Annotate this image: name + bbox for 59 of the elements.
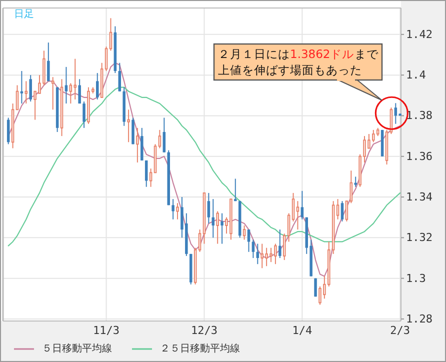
y-tick-label: 1.34 xyxy=(406,190,433,204)
candlestick xyxy=(20,70,24,104)
candlestick xyxy=(282,233,286,261)
y-tick-label: 1.32 xyxy=(406,231,432,244)
legend-label: ５日移動平均線 xyxy=(42,342,112,354)
x-tick-label: 1/4 xyxy=(292,324,312,337)
candlestick xyxy=(162,117,166,153)
candlestick xyxy=(212,198,215,238)
candlestick xyxy=(220,212,224,244)
candlestick xyxy=(16,84,19,110)
candlestick xyxy=(345,200,348,222)
candlestick xyxy=(242,224,246,240)
x-tick-label: 2/3 xyxy=(390,324,410,337)
candlestick xyxy=(24,80,28,104)
candlestick xyxy=(29,74,32,102)
y-tick-label: 1.4 xyxy=(406,68,426,82)
candlestick xyxy=(69,82,72,104)
y-tick-label: 1.36 xyxy=(406,150,432,163)
chart-title: 日足 xyxy=(14,9,34,20)
y-tick-label: 1.3 xyxy=(406,272,426,285)
candlestick xyxy=(51,76,54,110)
legend-label: ２５日移動平均線 xyxy=(160,342,240,354)
y-tick-label: 1.42 xyxy=(406,28,432,41)
candlestick xyxy=(256,243,260,265)
candlestick xyxy=(118,62,122,92)
candlestick xyxy=(172,198,174,220)
candlestick xyxy=(144,160,148,188)
candlestick xyxy=(252,239,255,258)
x-tick-label: 12/3 xyxy=(190,324,218,337)
candlestick xyxy=(74,58,76,100)
candlestick xyxy=(82,100,86,128)
candlestick xyxy=(296,200,300,230)
candlestick xyxy=(234,178,237,202)
annotation: ２月１日には1.3862ドルまで上値を伸ばす場面もあった xyxy=(216,46,380,78)
candlestick xyxy=(354,176,357,188)
candlestick xyxy=(300,190,304,220)
candlestick xyxy=(127,109,130,143)
candlestick xyxy=(278,229,282,258)
candlestick xyxy=(350,170,353,204)
candlestick xyxy=(109,18,112,52)
candlestick xyxy=(176,202,179,220)
candlestick xyxy=(136,127,139,163)
candlestick xyxy=(104,46,108,72)
candlestick xyxy=(78,78,81,104)
y-tick-label: 1.28 xyxy=(406,312,432,326)
x-tick-label: 11/3 xyxy=(93,324,120,337)
candlestick xyxy=(158,129,162,149)
candlestick xyxy=(287,212,290,242)
candlestick xyxy=(336,198,340,220)
candlestick xyxy=(47,42,50,82)
candlestick xyxy=(96,72,99,100)
candlestick xyxy=(207,192,210,224)
candlestick xyxy=(64,66,68,104)
candlestick xyxy=(292,192,295,222)
candlestick xyxy=(340,200,344,222)
y-tick-label: 1.38 xyxy=(406,109,432,122)
candlestick xyxy=(149,168,152,188)
candlestick xyxy=(198,229,202,252)
candlestick xyxy=(216,210,219,244)
